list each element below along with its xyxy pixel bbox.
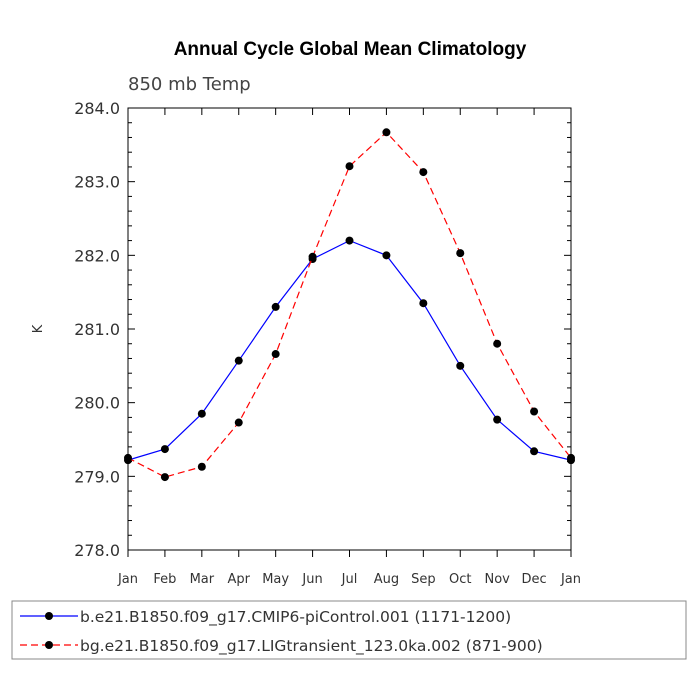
x-tick-label: Nov — [484, 572, 510, 587]
y-tick-label: 282.0 — [74, 246, 120, 265]
y-tick-label: 278.0 — [74, 541, 120, 560]
series-1-point — [493, 415, 502, 424]
chart-subtitle: 850 mb Temp — [128, 74, 251, 95]
series-line-1 — [127, 239, 572, 461]
series-2-point — [382, 128, 391, 137]
x-tick-label: Oct — [449, 572, 471, 587]
series-layer — [124, 128, 575, 482]
chart-title: Annual Cycle Global Mean Climatology — [174, 39, 527, 60]
y-tick-label: 280.0 — [74, 394, 120, 413]
y-axis-label: K — [31, 324, 46, 333]
y-tick-label: 281.0 — [74, 320, 120, 339]
legend: b.e21.B1850.f09_g17.CMIP6-piControl.001 … — [20, 608, 543, 656]
x-tick-label: Jan — [117, 572, 138, 587]
y-axis-ticks: 278.0 279.0 280.0 281.0 282.0 283.0 284.0 — [74, 99, 571, 560]
x-tick-label: Apr — [228, 572, 251, 587]
series-1-point — [160, 445, 169, 454]
series-2-point — [530, 407, 539, 416]
series-2-point — [234, 418, 243, 427]
y-tick-label: 283.0 — [74, 173, 120, 192]
x-tick-label: Feb — [153, 572, 176, 587]
series-2-point — [271, 350, 280, 359]
legend-box — [11, 600, 687, 660]
x-tick-label: Jan — [560, 572, 581, 587]
series-1-point — [345, 236, 354, 245]
series-1-point — [197, 409, 206, 418]
legend-label-2: bg.e21.B1850.f09_g17.LIGtransient_123.0k… — [80, 637, 543, 656]
series-1-point — [271, 302, 280, 311]
y-tick-label: 284.0 — [74, 99, 120, 118]
series-2-point — [124, 453, 132, 462]
series-1-point — [419, 299, 428, 308]
legend-marker-1 — [45, 612, 53, 620]
series-2-point — [160, 473, 169, 482]
x-tick-label: Sep — [411, 572, 436, 587]
legend-label-1: b.e21.B1850.f09_g17.CMIP6-piControl.001 … — [80, 608, 511, 627]
series-2-point — [345, 162, 354, 171]
x-tick-label: Jun — [301, 572, 322, 587]
x-tick-label: Aug — [374, 572, 399, 587]
series-1-point — [382, 251, 391, 260]
series-1-point — [234, 356, 243, 365]
series-2-point — [567, 453, 575, 462]
plot-frame — [127, 107, 572, 551]
series-2-point — [308, 252, 317, 261]
series-2-point — [456, 249, 465, 258]
series-2-point — [419, 168, 428, 177]
x-tick-label: May — [262, 572, 289, 587]
x-tick-label: Dec — [522, 572, 547, 587]
legend-marker-2 — [45, 641, 53, 649]
x-tick-label: Jul — [341, 572, 358, 587]
series-2-point — [197, 462, 206, 471]
series-1-point — [530, 447, 539, 456]
series-1-point — [456, 361, 465, 370]
x-tick-label: Mar — [190, 572, 215, 587]
y-tick-label: 279.0 — [74, 467, 120, 486]
x-axis-ticks: Jan Feb Mar Apr May Jun Jul Aug Sep Oct Nov Dec Jan — [117, 108, 581, 587]
series-2-point — [493, 339, 502, 348]
